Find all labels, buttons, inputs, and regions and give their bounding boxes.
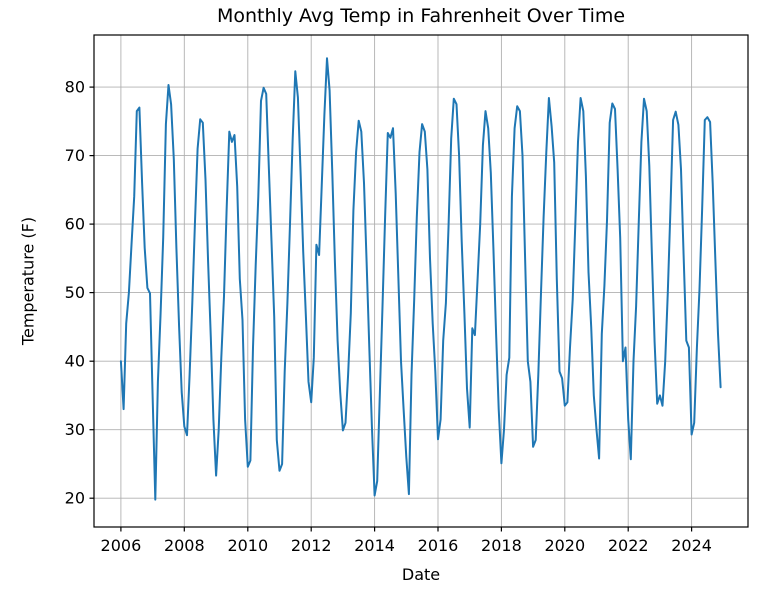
y-tick-label: 30 (65, 420, 85, 439)
chart-title: Monthly Avg Temp in Fahrenheit Over Time (216, 5, 626, 27)
x-tick-label: 2014 (354, 536, 395, 555)
x-axis-label: Date (401, 565, 441, 584)
y-axis-label: Temperature (F) (18, 216, 38, 346)
y-tick-label: 20 (65, 489, 85, 508)
temperature-series-line (119, 57, 722, 501)
y-tick-label: 80 (65, 78, 85, 97)
x-tick-label: 2020 (544, 536, 585, 555)
x-tick-label: 2016 (418, 536, 459, 555)
y-tick-label: 70 (65, 146, 85, 165)
x-tick-label: 2018 (481, 536, 522, 555)
x-tick-label: 2024 (671, 536, 712, 555)
y-tick-label: 40 (65, 352, 85, 371)
plot-border (93, 34, 749, 528)
x-tick-label: 2008 (164, 536, 205, 555)
x-tick-label: 2006 (101, 536, 142, 555)
x-tick-label: 2012 (291, 536, 332, 555)
y-tick-label: 60 (65, 215, 85, 234)
x-tick-label: 2010 (227, 536, 268, 555)
x-tick-label: 2022 (608, 536, 649, 555)
y-tick-label: 50 (65, 283, 85, 302)
